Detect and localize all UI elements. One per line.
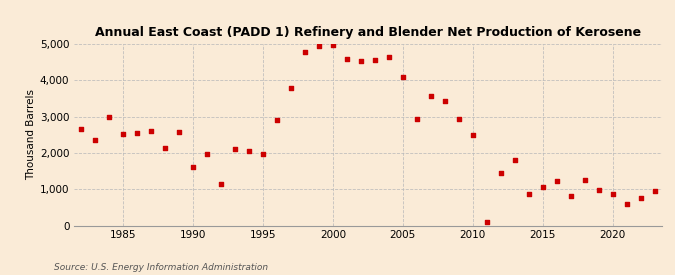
Point — [313, 44, 324, 48]
Point — [593, 188, 604, 192]
Point — [467, 133, 478, 137]
Point — [565, 194, 576, 198]
Point — [90, 138, 101, 142]
Text: Source: U.S. Energy Information Administration: Source: U.S. Energy Information Administ… — [54, 263, 268, 272]
Point — [608, 192, 618, 196]
Point — [398, 75, 408, 79]
Title: Annual East Coast (PADD 1) Refinery and Blender Net Production of Kerosene: Annual East Coast (PADD 1) Refinery and … — [95, 26, 641, 39]
Point — [649, 188, 660, 193]
Point — [425, 93, 436, 98]
Point — [454, 117, 464, 121]
Point — [173, 130, 184, 134]
Point — [481, 219, 492, 224]
Point — [104, 115, 115, 119]
Point — [146, 129, 157, 133]
Point — [356, 59, 367, 63]
Point — [635, 196, 646, 200]
Point — [160, 146, 171, 150]
Point — [523, 192, 534, 196]
Point — [271, 117, 282, 122]
Point — [551, 179, 562, 183]
Point — [117, 131, 128, 136]
Point — [258, 152, 269, 156]
Point — [495, 171, 506, 175]
Point — [411, 117, 423, 121]
Point — [342, 56, 352, 61]
Point — [300, 50, 310, 54]
Point — [244, 148, 254, 153]
Y-axis label: Thousand Barrels: Thousand Barrels — [26, 89, 36, 180]
Point — [76, 127, 86, 131]
Point — [230, 146, 240, 151]
Point — [62, 133, 73, 137]
Point — [579, 178, 590, 182]
Point — [215, 182, 226, 186]
Point — [383, 55, 394, 59]
Point — [621, 202, 632, 206]
Point — [202, 152, 213, 156]
Point — [188, 165, 198, 170]
Point — [537, 185, 548, 189]
Point — [509, 158, 520, 162]
Point — [369, 58, 380, 62]
Point — [132, 130, 142, 135]
Point — [439, 98, 450, 103]
Point — [327, 43, 338, 47]
Point — [286, 85, 296, 90]
